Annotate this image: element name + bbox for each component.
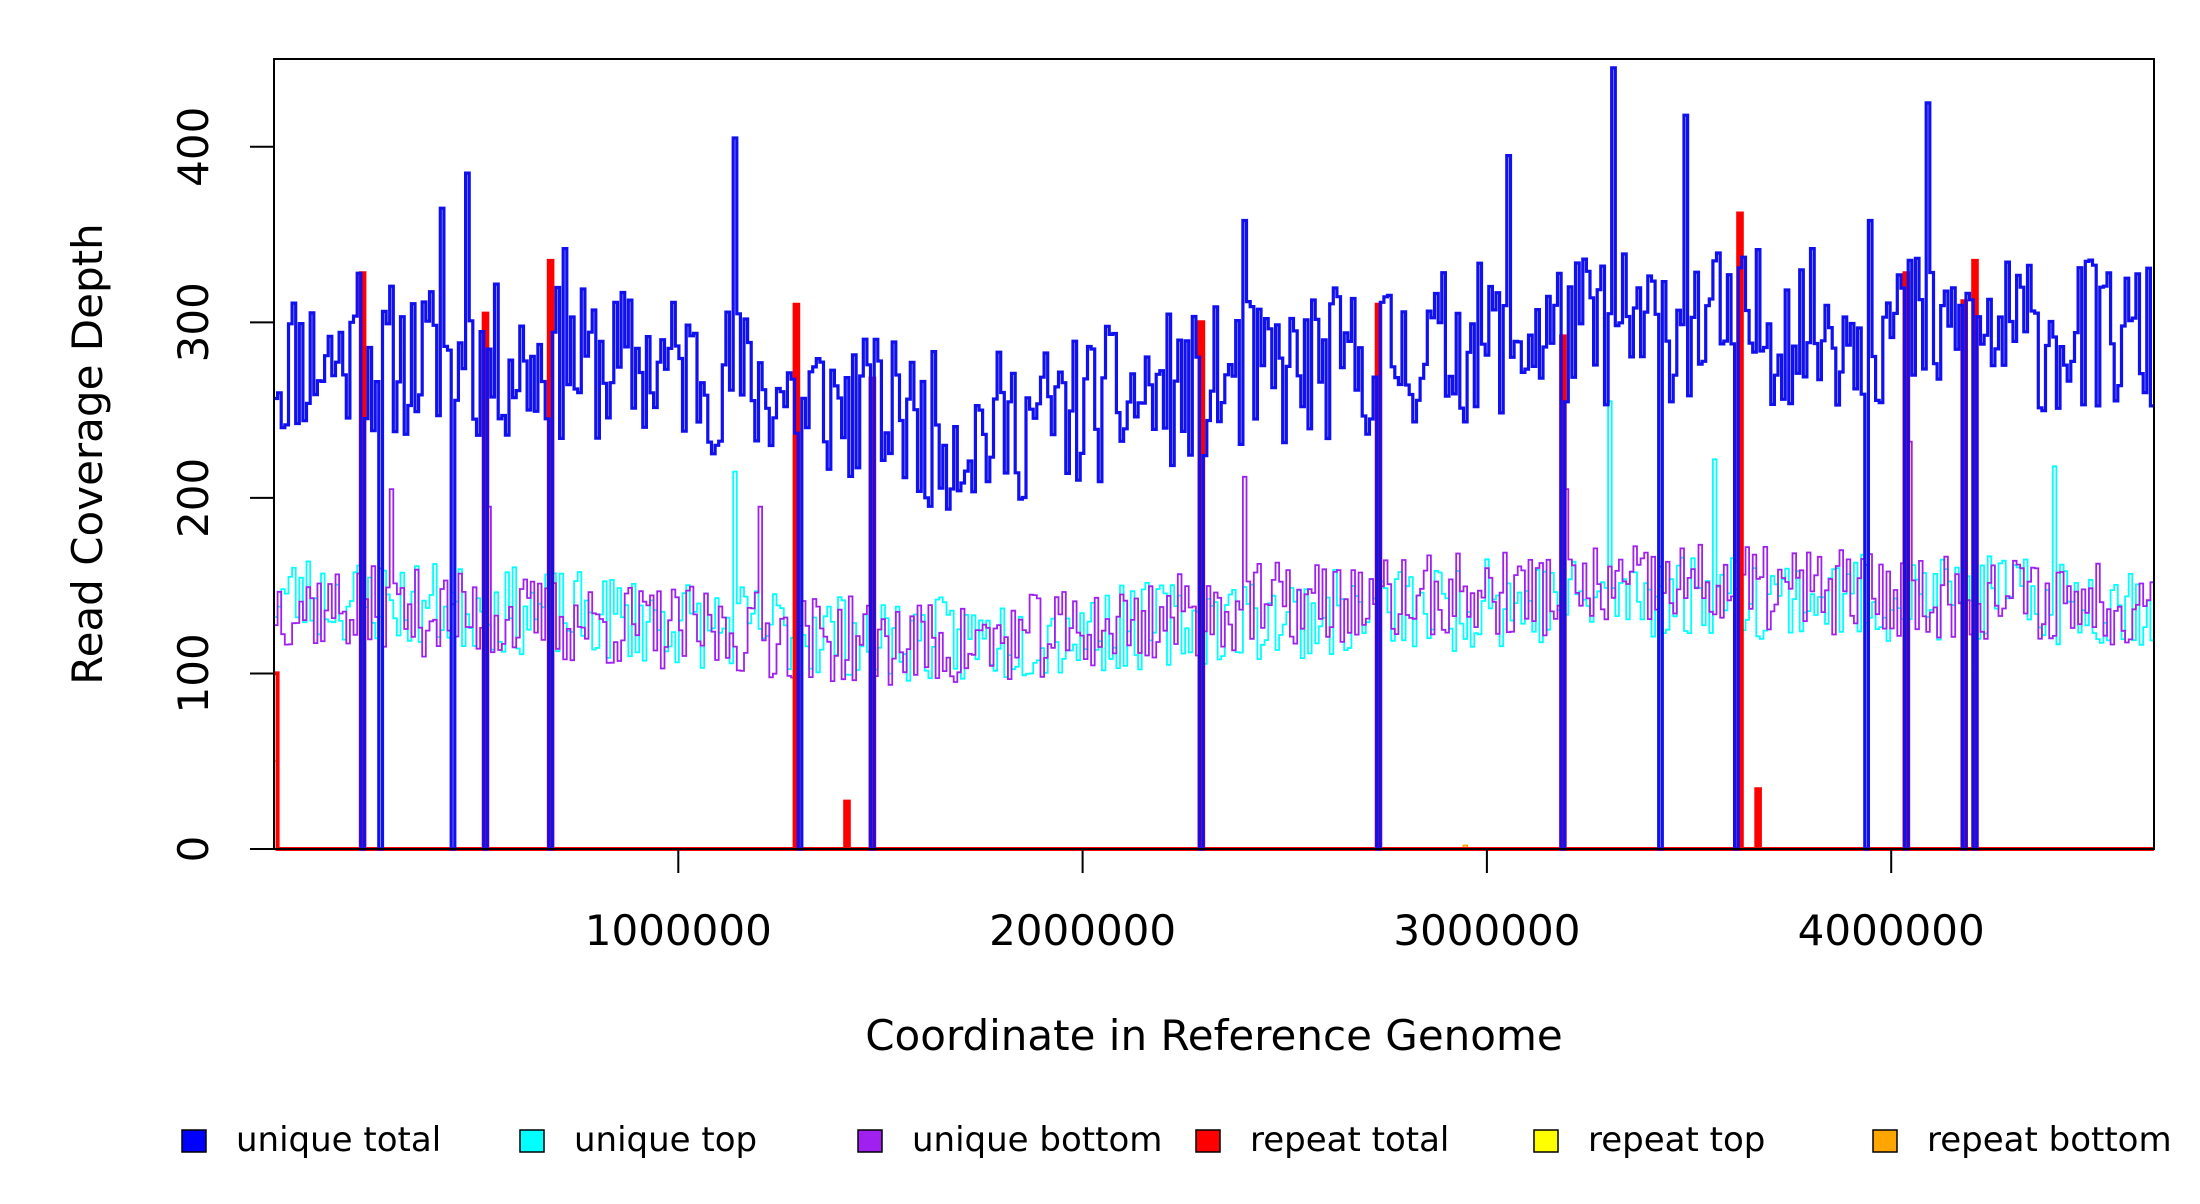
legend-item-repeat-total: repeat total — [1195, 1120, 1449, 1160]
y-tick-label: 300 — [169, 282, 218, 362]
legend-item-unique-top: unique top — [519, 1120, 757, 1160]
legend-label: unique bottom — [912, 1120, 1162, 1160]
legend-item-unique-total: unique total — [181, 1120, 441, 1160]
series-unique-total — [274, 66, 2154, 851]
y-tick-label: 0 — [169, 836, 218, 863]
series-repeat-bottom — [274, 760, 2154, 850]
y-axis: 0 100 200 300 400 — [169, 107, 275, 863]
y-tick-label: 400 — [169, 107, 218, 187]
x-tick-label: 3000000 — [1393, 906, 1580, 955]
y-tick-label: 200 — [169, 458, 218, 538]
series-line-unique-total — [274, 66, 2154, 851]
series-line-repeat-bottom — [274, 760, 2154, 850]
legend: unique total unique top unique bottom repea… — [181, 1120, 2172, 1160]
series-unique-bottom — [274, 440, 2154, 686]
legend-swatch — [1195, 1129, 1221, 1153]
x-axis-label: Coordinate in Reference Genome — [865, 1011, 1563, 1060]
legend-item-repeat-bottom: repeat bottom — [1872, 1120, 2172, 1160]
legend-label: unique top — [574, 1120, 757, 1160]
x-tick-label: 2000000 — [989, 906, 1176, 955]
y-tick-label: 100 — [169, 633, 218, 713]
legend-swatch — [519, 1129, 545, 1153]
legend-item-unique-bottom: unique bottom — [857, 1120, 1162, 1160]
series-layer — [274, 66, 2154, 851]
x-tick-label: 1000000 — [585, 906, 772, 955]
series-line-unique-bottom — [274, 440, 2154, 686]
legend-swatch — [857, 1129, 883, 1153]
y-axis-label: Read Coverage Depth — [63, 223, 112, 684]
legend-swatch — [1872, 1129, 1898, 1153]
x-tick-label: 4000000 — [1798, 906, 1985, 955]
legend-label: repeat total — [1250, 1120, 1449, 1160]
plot-frame — [273, 58, 2155, 850]
x-axis: 1000000 2000000 3000000 4000000 — [585, 848, 1985, 955]
legend-swatch — [181, 1129, 207, 1153]
legend-label: unique total — [236, 1120, 441, 1160]
axes-layer: 0 100 200 300 400 1000000 2000000 3000000 400000… — [169, 107, 1985, 955]
legend-label: repeat top — [1588, 1120, 1765, 1160]
legend-item-repeat-top: repeat top — [1533, 1120, 1765, 1160]
legend-swatch — [1533, 1129, 1559, 1153]
legend-label: repeat bottom — [1927, 1120, 2172, 1160]
